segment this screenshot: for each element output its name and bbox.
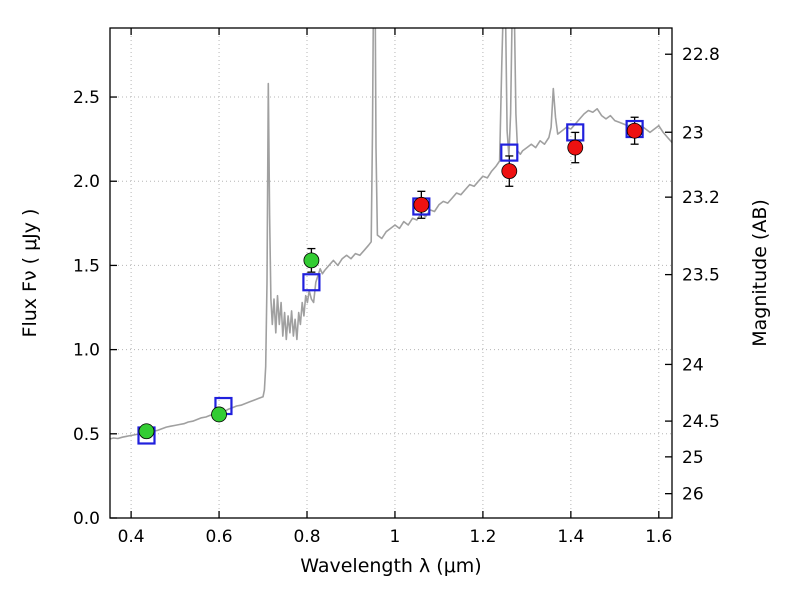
- y-tick-label-left: 0.5: [73, 425, 100, 445]
- y-tick-label-right: 26: [682, 485, 704, 505]
- y-tick-label-left: 2.5: [73, 88, 100, 108]
- y-axis-label-right: Magnitude (AB): [749, 199, 771, 347]
- observed-green-marker: [138, 423, 155, 440]
- x-tick-label: 0.4: [118, 527, 145, 547]
- observed-green-marker: [303, 252, 320, 269]
- spectrum-polyline: [110, 28, 672, 440]
- y-tick-label-right: 24.5: [682, 412, 720, 432]
- x-axis-label: Wavelength λ (μm): [300, 555, 481, 577]
- data-points: [137, 116, 644, 445]
- axes-frame: [109, 27, 673, 519]
- y-tick-label-right: 23: [682, 123, 704, 143]
- y-tick-label-left: 1.5: [73, 256, 100, 276]
- observed-red-marker: [501, 163, 518, 180]
- y-tick-label-right: 23.2: [682, 188, 720, 208]
- grid-lines: [110, 28, 672, 519]
- x-tick-label: 1.2: [469, 527, 496, 547]
- tick-labels: 0.4 0.6 0.8 1 1.2 1.4 1.6 0.0 0.5 1.0 1.5 2.0 2.5 22.…: [73, 45, 720, 547]
- x-tick-label: 0.6: [206, 527, 233, 547]
- x-tick-label: 0.8: [293, 527, 320, 547]
- model-square-marker: [302, 273, 321, 292]
- y-axis-label-left: Flux Fν ( μJy ): [19, 209, 41, 338]
- y-tick-label-left: 2.0: [73, 172, 100, 192]
- y-tick-label-left: 0.0: [73, 509, 100, 529]
- y-tick-label-right: 25: [682, 448, 704, 468]
- observed-red-marker: [567, 139, 584, 156]
- model-square-marker: [500, 143, 519, 162]
- observed-red-marker: [413, 196, 430, 213]
- spectrum-line: [110, 28, 672, 440]
- y-tick-label-right: 24: [682, 355, 704, 375]
- observed-red-marker: [626, 122, 643, 139]
- x-tick-label: 1: [390, 527, 401, 547]
- y-tick-label-left: 1.0: [73, 341, 100, 361]
- observed-green-marker: [211, 406, 227, 423]
- y-tick-label-right: 23.5: [682, 266, 720, 286]
- plot-frame: [109, 27, 673, 519]
- y-tick-label-right: 22.8: [682, 45, 720, 65]
- x-tick-label: 1.4: [557, 527, 584, 547]
- x-tick-label: 1.6: [645, 527, 672, 547]
